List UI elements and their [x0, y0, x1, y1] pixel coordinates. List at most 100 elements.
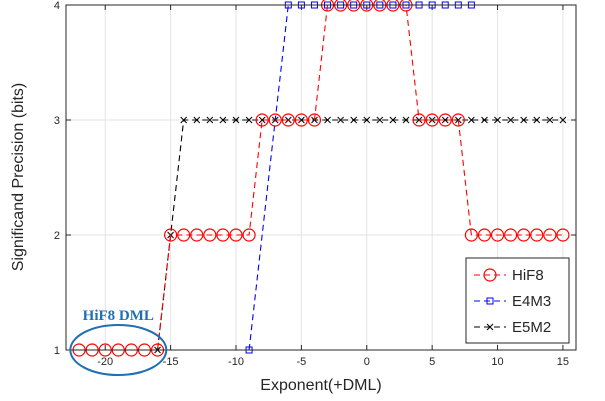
data-point-hif8 [530, 228, 544, 242]
data-point-e5m2 [232, 116, 240, 124]
legend: HiF8 E4M3 E5M2 [465, 257, 570, 344]
plot-frame [65, 4, 577, 351]
data-point-e5m2 [454, 116, 462, 124]
marker-x-stroke [546, 116, 554, 124]
marker-x-stroke [481, 116, 488, 124]
data-point-e5m2 [376, 116, 384, 124]
legend-label: HiF8 [512, 267, 544, 284]
marker-x-stroke [376, 116, 384, 124]
data-point-e5m2 [494, 116, 501, 124]
data-point-e5m2 [258, 116, 266, 124]
annotation-ellipse [69, 324, 168, 376]
marker-x-stroke [245, 116, 253, 124]
marker-x-stroke [494, 116, 501, 124]
data-point-hif8 [294, 113, 308, 127]
marker-x-stroke [454, 116, 462, 124]
axis-ticks: -20 -15 -10 -5 0 5 10 15 1 2 3 4 [54, 0, 576, 368]
x-tick-label: 0 [364, 356, 370, 368]
marker-x-stroke [559, 116, 567, 124]
legend-label: E4M3 [512, 293, 551, 310]
data-point-hif8 [556, 228, 570, 242]
y-tick-label: 2 [54, 230, 60, 242]
data-point-e5m2 [180, 116, 188, 124]
legend-marker [486, 297, 494, 305]
marker-x-stroke [350, 116, 358, 124]
marker-x-stroke [441, 116, 449, 124]
data-point-hif8 [190, 228, 204, 242]
legend-box [465, 257, 570, 344]
legend-marker [486, 323, 494, 331]
data-point-hif8 [504, 228, 518, 242]
legend-label: E5M2 [512, 319, 551, 336]
marker-x-stroke [337, 116, 344, 124]
y-axis-label: Significand Precision (bits) [10, 83, 27, 272]
x-tick-label: 10 [491, 356, 503, 368]
marker-x-stroke [468, 116, 475, 124]
data-point-hif8 [229, 228, 243, 242]
x-tick-label: 15 [557, 356, 569, 368]
legend-marker [483, 268, 497, 282]
marker-x-stroke [324, 116, 331, 124]
data-point-e5m2 [298, 116, 305, 124]
marker-x-stroke [533, 116, 541, 124]
data-point-e5m2 [245, 116, 253, 124]
data-point-hif8 [438, 113, 452, 127]
data-point-e5m2 [389, 116, 397, 124]
data-point-e5m2 [206, 116, 214, 124]
data-point-e5m2 [337, 116, 344, 124]
annotation-label: HiF8 DML [83, 308, 154, 324]
data-point-e5m2 [363, 116, 371, 124]
x-tick-label: -15 [163, 356, 179, 368]
marker-x-stroke [520, 116, 528, 124]
marker-x-stroke [298, 116, 305, 124]
data-point-hif8 [490, 228, 505, 242]
data-point-hif8 [412, 113, 426, 127]
data-point-hif8 [425, 113, 439, 127]
x-tick-label: -20 [97, 356, 113, 368]
marker-x-stroke [258, 116, 266, 124]
marker-x-stroke [402, 116, 410, 124]
marker-x-stroke [219, 116, 227, 124]
data-point-e5m2 [559, 116, 567, 124]
data-point-e5m2 [441, 116, 449, 124]
data-point-e5m2 [219, 116, 227, 124]
data-point-e5m2 [468, 116, 475, 124]
marker-x-stroke [507, 116, 514, 124]
data-point-e5m2 [481, 116, 488, 124]
data-point-hif8 [216, 228, 230, 242]
x-axis-label: Exponent(+DML) [260, 377, 381, 394]
x-tick-label: -10 [228, 356, 244, 368]
data-point-hif8 [517, 228, 531, 242]
data-point-e5m2 [193, 116, 201, 124]
data-point-hif8 [543, 228, 557, 242]
data-point-e5m2 [533, 116, 541, 124]
data-point-e5m2 [350, 116, 358, 124]
data-point-e5m2 [402, 116, 410, 124]
y-tick-label: 1 [54, 345, 60, 357]
data-point-hif8 [242, 228, 256, 242]
data-point-hif8 [203, 228, 217, 242]
marker-x-stroke [486, 323, 494, 331]
data-point-hif8 [164, 228, 178, 242]
series-line-e5m2 [156, 119, 563, 351]
x-tick-label: -5 [296, 356, 306, 368]
data-point-hif8 [281, 113, 295, 127]
annotation-layer: HiF8 DML [69, 308, 168, 376]
data-point-hif8 [255, 113, 269, 127]
data-point-hif8 [451, 113, 465, 127]
y-tick-label: 3 [54, 115, 60, 127]
data-point-e5m2 [507, 116, 514, 124]
data-point-e5m2 [546, 116, 554, 124]
marker-x-stroke [389, 116, 397, 124]
marker-x-stroke [206, 116, 214, 124]
legend-entry-e5m2: E5M2 [474, 319, 551, 336]
data-point-hif8 [268, 113, 282, 127]
data-point-e5m2 [520, 116, 528, 124]
data-point-hif8 [464, 228, 478, 242]
marker-x-stroke [363, 116, 371, 124]
data-point-hif8 [177, 228, 191, 242]
marker-x-stroke [232, 116, 240, 124]
marker-x-stroke [180, 116, 188, 124]
x-tick-label: 5 [429, 356, 435, 368]
